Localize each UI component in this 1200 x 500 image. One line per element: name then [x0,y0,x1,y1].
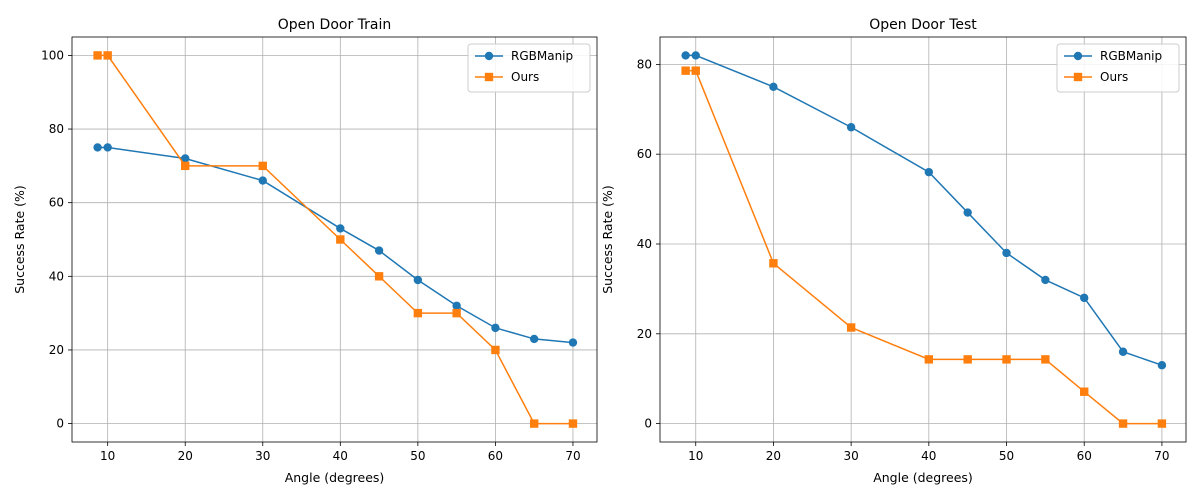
legend-label-rgbmanip: RGBManip [511,49,573,63]
data-point-ours [1080,387,1089,396]
data-point-rgbmanip [1157,361,1167,370]
chart-panel-2: 10 20 30 40 50 60 70 0 20 40 60 80 Open Door Test Ang… [600,17,1187,485]
data-point-ours [681,66,690,75]
x-tick-label: 70 [565,449,580,463]
data-point-rgbmanip [1041,275,1050,285]
y-axis-label: Success Rate (%) [12,185,27,294]
chart-title: Open Door Train [278,17,392,33]
legend: RGBManip Ours [1056,43,1180,93]
data-point-rgbmanip [1080,293,1089,303]
x-tick-label: 30 [255,449,270,463]
data-point-rgbmanip [769,82,778,92]
data-point-ours [374,272,384,281]
legend-marker-ours [1073,72,1083,82]
x-tick-label: 20 [766,449,781,463]
x-tick-label: 70 [1154,449,1169,463]
data-point-rgbmanip [681,51,690,60]
x-tick-label: 40 [921,449,936,463]
data-point-ours [769,259,778,268]
data-point-ours [491,345,500,355]
data-point-ours [103,51,112,60]
data-point-rgbmanip [336,224,345,233]
x-tick-label: 10 [100,449,115,463]
data-point-ours [1041,355,1050,364]
data-point-ours [924,355,934,364]
x-axis-label: Angle (degrees) [285,470,385,485]
data-point-ours [1157,419,1167,428]
legend-marker-rgbmanip [1073,51,1083,61]
plot-frame [71,36,598,443]
legend-label-ours: Ours [1100,70,1128,84]
chart-panel-1: 10 20 30 40 50 60 70 0 20 40 60 80 100 Open Door Trai… [12,17,598,485]
data-point-ours [1002,355,1011,364]
x-axis-label: Angle (degrees) [873,470,973,485]
series-line-ours [97,54,573,425]
data-point-ours [336,235,345,244]
series-line-rgbmanip [97,146,574,344]
y-tick-label: 80 [637,57,652,71]
x-tick-label: 60 [488,449,503,463]
legend-marker-rgbmanip [484,51,494,61]
data-point-rgbmanip [963,208,972,217]
x-tick-label: 10 [688,449,703,463]
data-point-ours [452,308,461,318]
data-point-ours [258,161,267,171]
data-point-ours [963,355,972,364]
data-point-rgbmanip [258,176,267,185]
y-tick-label: 40 [637,237,652,251]
y-tick-label: 0 [56,417,64,431]
x-tick-label: 60 [1077,449,1092,463]
chart-title: Open Door Test [869,17,977,33]
data-point-rgbmanip [491,323,500,333]
data-point-rgbmanip [374,246,384,255]
data-point-rgbmanip [93,143,102,152]
data-point-rgbmanip [181,154,190,163]
data-point-rgbmanip [413,275,423,285]
y-tick-label: 60 [49,196,64,210]
y-tick-label: 60 [637,147,652,161]
data-point-rgbmanip [691,51,700,60]
data-point-rgbmanip [924,167,934,177]
series-line-ours [685,69,1162,425]
x-tick-label: 50 [999,449,1014,463]
y-tick-label: 20 [637,327,652,341]
y-tick-label: 80 [49,122,64,136]
data-point-ours [413,308,423,318]
y-axis-label: Success Rate (%) [600,185,615,294]
legend: RGBManip Ours [467,43,591,93]
data-point-rgbmanip [103,143,112,152]
y-tick-label: 40 [49,269,64,283]
data-point-ours [93,51,102,60]
x-tick-label: 40 [333,449,348,463]
data-point-ours [568,419,578,428]
data-point-ours [1118,419,1128,428]
data-point-rgbmanip [452,301,461,310]
data-point-ours [529,419,539,428]
y-tick-label: 0 [644,417,652,431]
legend-label-ours: Ours [511,70,539,84]
series-line-rgbmanip [685,54,1163,366]
data-point-rgbmanip [846,123,856,132]
data-point-rgbmanip [568,338,578,347]
plot-frame [659,36,1187,443]
x-tick-label: 20 [178,449,193,463]
data-point-rgbmanip [1118,347,1128,356]
data-point-ours [691,66,700,75]
legend-marker-ours [484,72,494,82]
legend-label-rgbmanip: RGBManip [1100,49,1162,63]
y-tick-label: 20 [49,343,64,357]
data-point-ours [181,161,190,171]
x-tick-label: 30 [843,449,858,463]
data-point-ours [846,323,856,332]
data-point-rgbmanip [529,334,539,344]
x-tick-label: 50 [410,449,425,463]
y-tick-label: 100 [41,48,64,62]
data-point-rgbmanip [1002,248,1011,258]
